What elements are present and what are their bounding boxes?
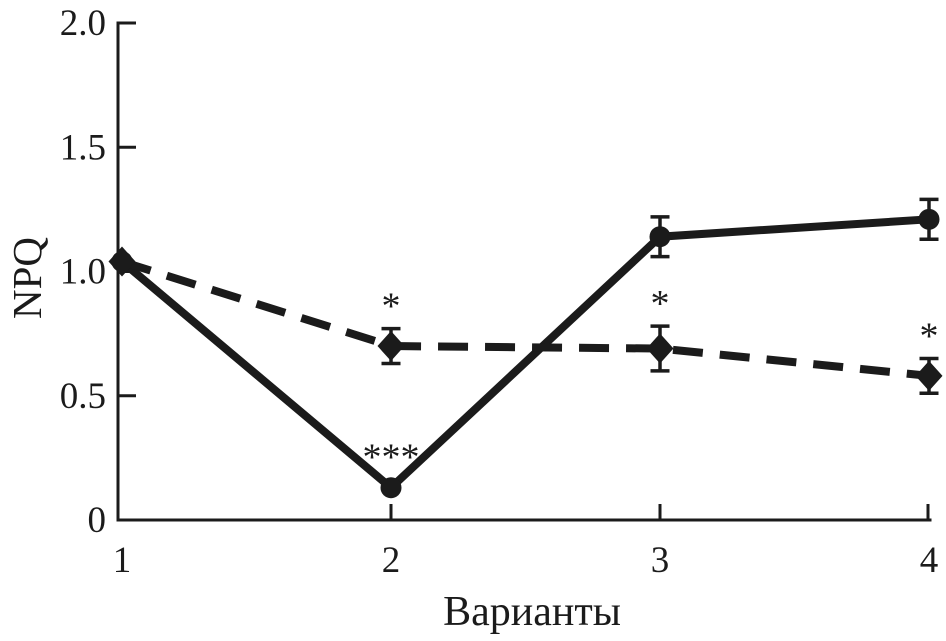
- significance-stars: *: [382, 286, 401, 328]
- y-tick-label: 0: [88, 500, 107, 541]
- diamond-marker: [646, 333, 674, 364]
- significance-stars: *: [651, 283, 670, 325]
- significance-stars: *: [920, 315, 939, 357]
- diamond-marker: [108, 246, 136, 277]
- y-tick-label: 0.5: [60, 376, 106, 417]
- y-tick-label: 1.0: [60, 252, 106, 293]
- circle-marker: [380, 477, 402, 499]
- diamond-marker: [915, 360, 943, 391]
- x-tick-label: 3: [651, 540, 670, 581]
- y-axis-title: NPQ: [4, 236, 50, 320]
- y-tick-label: 1.5: [60, 127, 106, 168]
- circle-marker: [918, 208, 940, 230]
- x-tick-label: 1: [113, 540, 132, 581]
- significance-stars: ***: [363, 437, 420, 479]
- y-tick-label: 2.0: [60, 3, 106, 44]
- x-axis-title: Варианты: [443, 589, 621, 635]
- diamond-marker: [377, 331, 405, 362]
- series-line-dashed: [120, 257, 930, 380]
- x-tick-label: 2: [382, 540, 401, 581]
- circle-marker: [649, 226, 671, 248]
- series-line-solid: [119, 215, 930, 494]
- x-tick-label: 4: [920, 540, 939, 581]
